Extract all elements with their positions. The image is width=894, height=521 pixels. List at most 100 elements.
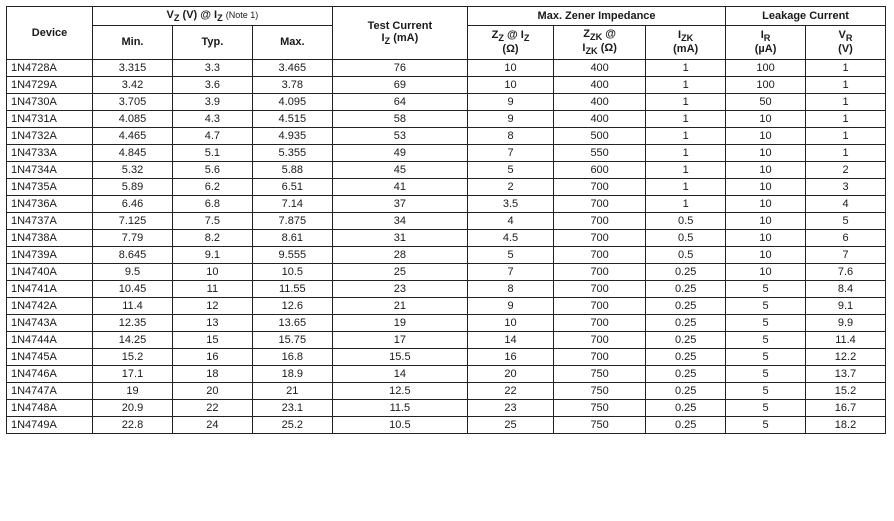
table-cell: 50	[726, 93, 806, 110]
table-cell: 700	[554, 263, 646, 280]
table-cell: 400	[554, 110, 646, 127]
table-row: 1N4740A9.51010.52577000.25107.6	[7, 263, 886, 280]
table-cell: 28	[332, 246, 467, 263]
table-cell: 400	[554, 59, 646, 76]
table-cell: 13.65	[252, 314, 332, 331]
table-cell: 10	[726, 263, 806, 280]
table-cell: 25.2	[252, 416, 332, 433]
table-cell: 5	[467, 246, 553, 263]
table-cell: 700	[554, 348, 646, 365]
table-row: 1N4728A3.3153.33.465761040011001	[7, 59, 886, 76]
table-cell: 1	[646, 127, 726, 144]
table-row: 1N4739A8.6459.19.5552857000.5107	[7, 246, 886, 263]
table-cell: 10	[726, 110, 806, 127]
table-cell: 13	[172, 314, 252, 331]
table-cell: 5	[726, 331, 806, 348]
zener-spec-table: Device VZ (V) @ IZ (Note 1) Test Current…	[6, 6, 886, 434]
col-test-current: Test Current IZ (mA)	[332, 7, 467, 60]
table-cell: 1	[646, 161, 726, 178]
table-cell: 1N4736A	[7, 195, 93, 212]
table-cell: 0.25	[646, 399, 726, 416]
table-cell: 5	[726, 399, 806, 416]
table-row: 1N4743A12.351313.6519107000.2559.9	[7, 314, 886, 331]
table-cell: 8	[467, 280, 553, 297]
table-cell: 3.42	[93, 76, 173, 93]
table-cell: 4	[467, 212, 553, 229]
table-cell: 0.25	[646, 348, 726, 365]
table-cell: 9	[467, 297, 553, 314]
table-cell: 3.3	[172, 59, 252, 76]
table-cell: 1N4728A	[7, 59, 93, 76]
table-cell: 12.35	[93, 314, 173, 331]
table-cell: 8.4	[806, 280, 886, 297]
table-cell: 0.5	[646, 212, 726, 229]
table-cell: 3.705	[93, 93, 173, 110]
table-cell: 10	[726, 178, 806, 195]
table-cell: 20.9	[93, 399, 173, 416]
table-cell: 0.25	[646, 263, 726, 280]
table-cell: 5	[467, 161, 553, 178]
table-cell: 7	[467, 144, 553, 161]
table-cell: 9.1	[806, 297, 886, 314]
table-cell: 750	[554, 365, 646, 382]
table-cell: 1N4730A	[7, 93, 93, 110]
table-cell: 6.46	[93, 195, 173, 212]
table-cell: 1N4746A	[7, 365, 93, 382]
table-cell: 12.6	[252, 297, 332, 314]
table-cell: 19	[93, 382, 173, 399]
table-cell: 25	[467, 416, 553, 433]
table-row: 1N4736A6.466.87.14373.57001104	[7, 195, 886, 212]
col-zzk: ZZK @IZK (Ω)	[554, 26, 646, 59]
table-cell: 76	[332, 59, 467, 76]
table-row: 1N4748A20.92223.111.5237500.25516.7	[7, 399, 886, 416]
table-cell: 4.845	[93, 144, 173, 161]
table-cell: 13.7	[806, 365, 886, 382]
table-cell: 7.6	[806, 263, 886, 280]
table-cell: 5.6	[172, 161, 252, 178]
table-row: 1N4735A5.896.26.514127001103	[7, 178, 886, 195]
col-zz: ZZ @ IZ(Ω)	[467, 26, 553, 59]
table-cell: 1	[646, 110, 726, 127]
table-cell: 1N4745A	[7, 348, 93, 365]
table-cell: 2	[806, 161, 886, 178]
table-cell: 18	[172, 365, 252, 382]
table-cell: 0.25	[646, 365, 726, 382]
table-cell: 5.89	[93, 178, 173, 195]
table-cell: 0.25	[646, 416, 726, 433]
table-cell: 1N4742A	[7, 297, 93, 314]
table-cell: 10	[726, 127, 806, 144]
table-cell: 7.79	[93, 229, 173, 246]
table-cell: 1	[806, 110, 886, 127]
table-cell: 11.4	[806, 331, 886, 348]
table-cell: 700	[554, 314, 646, 331]
table-cell: 700	[554, 178, 646, 195]
table-cell: 4.935	[252, 127, 332, 144]
table-cell: 11	[172, 280, 252, 297]
table-cell: 23	[467, 399, 553, 416]
table-cell: 1	[646, 93, 726, 110]
colgroup-vz: VZ (V) @ IZ (Note 1)	[93, 7, 333, 26]
table-cell: 1N4732A	[7, 127, 93, 144]
table-cell: 20	[172, 382, 252, 399]
table-cell: 15.2	[806, 382, 886, 399]
table-cell: 7.125	[93, 212, 173, 229]
table-cell: 25	[332, 263, 467, 280]
table-cell: 9.9	[806, 314, 886, 331]
col-izk: IZK(mA)	[646, 26, 726, 59]
table-cell: 9.5	[93, 263, 173, 280]
table-cell: 1	[806, 144, 886, 161]
table-cell: 0.25	[646, 280, 726, 297]
table-cell: 5	[806, 212, 886, 229]
table-cell: 1	[806, 127, 886, 144]
table-cell: 23	[332, 280, 467, 297]
table-cell: 1	[806, 76, 886, 93]
col-ir: IR(µA)	[726, 26, 806, 59]
table-cell: 17	[332, 331, 467, 348]
table-cell: 8.61	[252, 229, 332, 246]
table-cell: 18.9	[252, 365, 332, 382]
table-cell: 1	[646, 195, 726, 212]
table-cell: 700	[554, 246, 646, 263]
colgroup-impedance: Max. Zener Impedance	[467, 7, 725, 26]
table-body: 1N4728A3.3153.33.4657610400110011N4729A3…	[7, 59, 886, 433]
table-cell: 49	[332, 144, 467, 161]
